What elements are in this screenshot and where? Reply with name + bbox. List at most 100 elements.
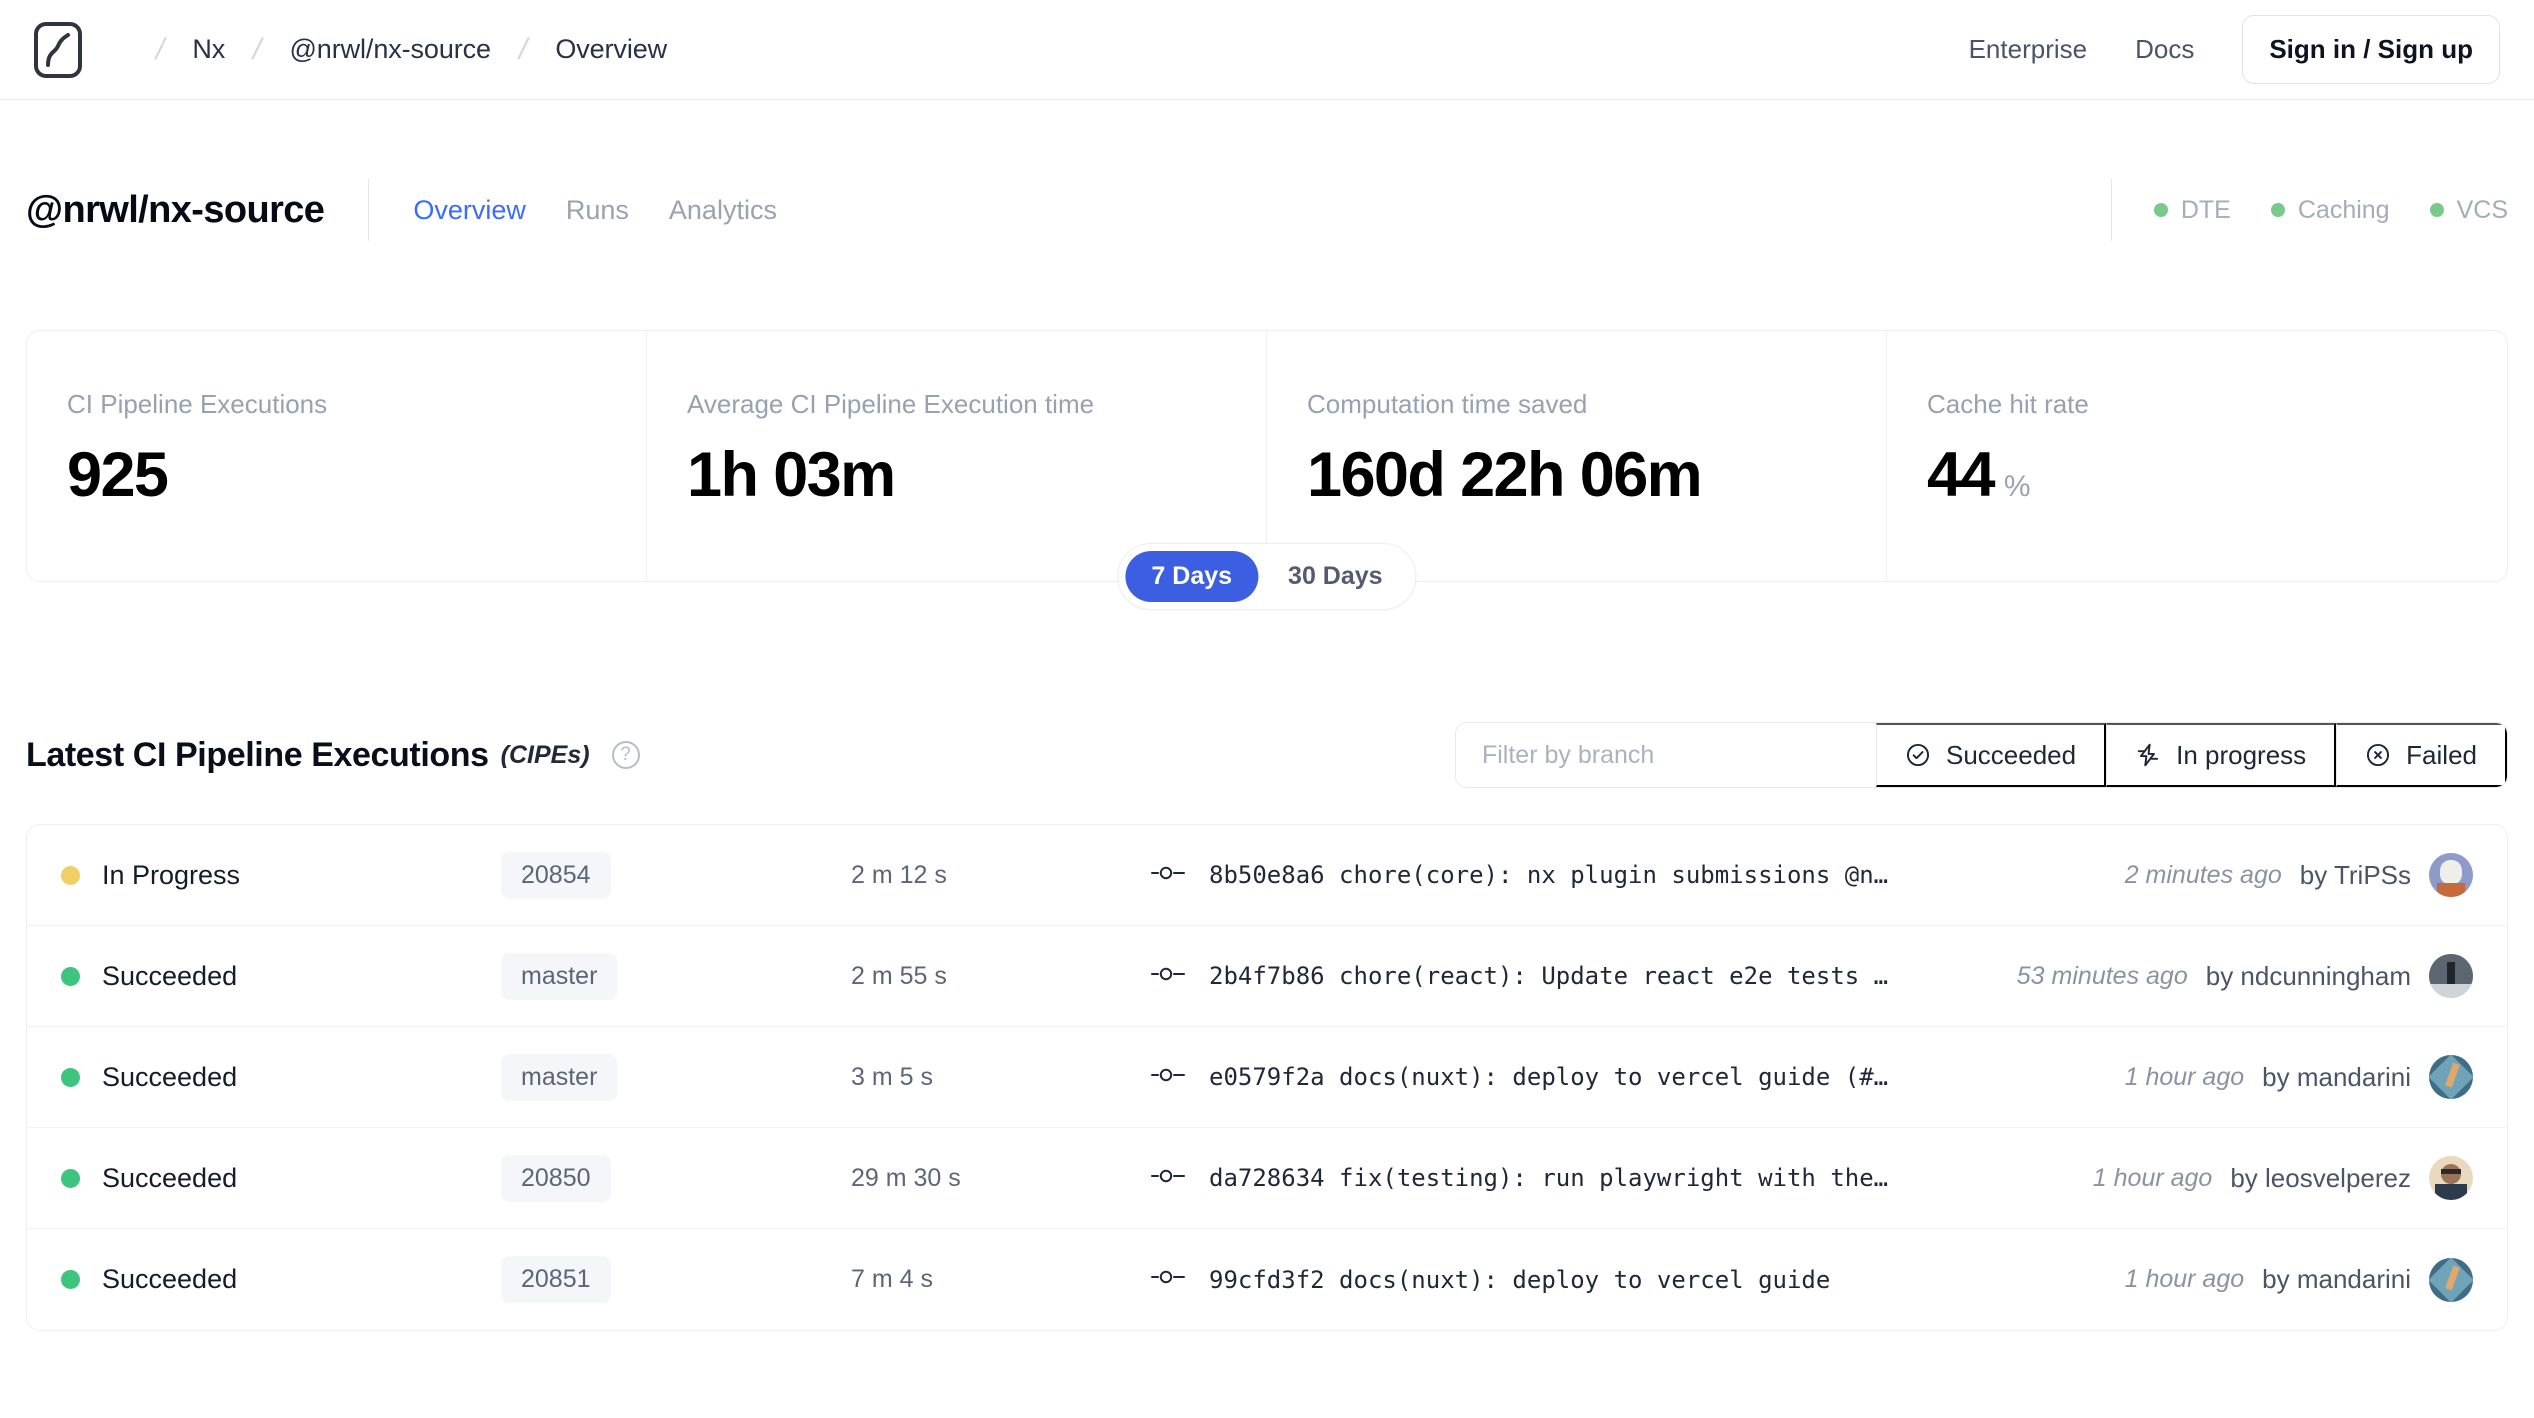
tab-overview[interactable]: Overview — [413, 194, 526, 225]
status-badge-caching[interactable]: Caching — [2270, 195, 2390, 225]
header-divider — [368, 179, 370, 241]
status-label: In Progress — [102, 859, 241, 890]
avatar[interactable] — [2429, 853, 2473, 897]
cipe-subtitle: (CIPEs) — [500, 740, 590, 769]
branch-chip[interactable]: 20854 — [501, 851, 611, 899]
cipe-table: In Progress 20854 2 m 12 s 8b50e8a6 chor… — [26, 824, 2508, 1331]
commit-message[interactable]: 2b4f7b86 chore(react): Update react e2e … — [1209, 962, 1889, 990]
table-row[interactable]: Succeeded master 3 m 5 s e0579f2a docs(n… — [27, 1027, 2507, 1128]
stat-label: Average CI Pipeline Execution time — [687, 389, 1095, 419]
branch-chip[interactable]: master — [501, 1053, 618, 1101]
row-status: Succeeded — [61, 1062, 501, 1093]
commit-message[interactable]: 99cfd3f2 docs(nuxt): deploy to vercel gu… — [1209, 1265, 1831, 1294]
range-option-30-days[interactable]: 30 Days — [1262, 551, 1409, 602]
page-title: @nrwl/nx-source — [26, 188, 325, 231]
author-label: by TriPSs — [2299, 859, 2411, 890]
author-label: by ndcunningham — [2205, 960, 2411, 991]
commit-node-icon — [1151, 966, 1185, 987]
commit-node-icon — [1151, 1168, 1185, 1189]
status-badge-label: Caching — [2297, 195, 2390, 224]
filter-label: In progress — [2176, 739, 2307, 770]
nav-link-enterprise[interactable]: Enterprise — [1968, 34, 2088, 64]
top-navigation-bar: / Nx / @nrwl/nx-source / Overview Enterp… — [0, 0, 2534, 100]
status-dot-icon — [2153, 203, 2168, 217]
commit-message[interactable]: 8b50e8a6 chore(core): nx plugin submissi… — [1209, 861, 1889, 889]
stat-card-average-execution-time: Average CI Pipeline Execution time 1h 03… — [647, 331, 1267, 581]
stat-label: Cache hit rate — [1927, 389, 2089, 419]
table-row[interactable]: Succeeded 20850 29 m 30 s da728634 fix(t… — [27, 1128, 2507, 1229]
avatar[interactable] — [2429, 954, 2473, 998]
row-status: Succeeded — [61, 1163, 501, 1194]
sign-in-sign-up-button[interactable]: Sign in / Sign up — [2242, 15, 2500, 84]
commit-node-icon — [1151, 865, 1185, 886]
commit-message[interactable]: da728634 fix(testing): run playwright wi… — [1209, 1164, 1889, 1192]
relative-time: 53 minutes ago — [2016, 961, 2188, 990]
breadcrumb-item-nx[interactable]: Nx — [192, 34, 226, 64]
commit-node-icon — [1151, 1269, 1185, 1290]
status-dot-icon — [61, 1270, 80, 1289]
breadcrumb-item-workspace[interactable]: @nrwl/nx-source — [289, 34, 492, 64]
help-circle-icon[interactable]: ? — [611, 741, 640, 769]
status-badge-dte[interactable]: DTE — [2153, 195, 2231, 225]
row-branch: 20851 — [501, 1256, 851, 1303]
stat-value: 1h 03m — [687, 442, 1226, 508]
status-label: Succeeded — [102, 1162, 238, 1193]
avatar[interactable] — [2429, 1257, 2473, 1302]
stat-value: 44% — [1927, 442, 2467, 508]
stat-value: 925 — [67, 442, 606, 508]
status-dot-icon — [61, 865, 80, 885]
relative-time: 1 hour ago — [2092, 1163, 2213, 1192]
row-meta: 1 hour ago by mandarini — [2125, 1055, 2473, 1099]
x-circle-icon — [2365, 742, 2391, 768]
status-badge-label: DTE — [2180, 195, 2231, 224]
table-row[interactable]: Succeeded 20851 7 m 4 s 99cfd3f2 docs(nu… — [27, 1229, 2507, 1330]
cipe-filter-bar: Succeeded In progress Failed — [1454, 722, 2508, 788]
stat-value: 160d 22h 06m — [1307, 442, 1846, 508]
row-duration: 2 m 12 s — [851, 860, 947, 889]
row-duration: 29 m 30 s — [851, 1163, 961, 1192]
top-navigation-actions: Enterprise Docs Sign in / Sign up — [1969, 15, 2500, 84]
stats-section: CI Pipeline Executions 925 Average CI Pi… — [0, 330, 2534, 610]
lightning-icon — [2135, 742, 2161, 768]
branch-chip[interactable]: 20851 — [501, 1256, 611, 1303]
table-row[interactable]: In Progress 20854 2 m 12 s 8b50e8a6 chor… — [27, 825, 2507, 926]
commit-node-icon — [1151, 1067, 1185, 1088]
status-dot-icon — [2270, 203, 2285, 217]
stat-value-number: 925 — [67, 440, 169, 510]
row-commit: e0579f2a docs(nuxt): deploy to vercel gu… — [1151, 1063, 2125, 1091]
tab-analytics[interactable]: Analytics — [668, 194, 777, 225]
tab-runs[interactable]: Runs — [565, 194, 629, 225]
stat-value-unit: % — [2003, 470, 2031, 503]
status-badge-vcs[interactable]: VCS — [2429, 196, 2508, 225]
nav-link-docs[interactable]: Docs — [2135, 34, 2195, 64]
avatar[interactable] — [2429, 1055, 2473, 1099]
stat-value-number: 44 — [1927, 440, 1995, 510]
range-option-7-days[interactable]: 7 Days — [1125, 551, 1259, 602]
avatar[interactable] — [2429, 1156, 2473, 1200]
filter-button-succeeded[interactable]: Succeeded — [1875, 723, 2107, 787]
check-circle-icon — [1905, 742, 1931, 768]
relative-time: 1 hour ago — [2124, 1265, 2245, 1293]
commit-message[interactable]: e0579f2a docs(nuxt): deploy to vercel gu… — [1209, 1063, 1889, 1091]
row-duration: 7 m 4 s — [851, 1265, 933, 1293]
row-branch: master — [501, 952, 851, 1000]
branch-chip[interactable]: master — [501, 952, 618, 1000]
branch-chip[interactable]: 20850 — [501, 1154, 611, 1202]
stat-label: Computation time saved — [1307, 389, 1588, 419]
filter-button-in-progress[interactable]: In progress — [2106, 723, 2337, 787]
filter-button-failed[interactable]: Failed — [2336, 723, 2507, 787]
row-meta: 1 hour ago by leosvelperez — [2093, 1156, 2473, 1200]
stat-label: CI Pipeline Executions — [67, 389, 328, 419]
row-meta: 53 minutes ago by ndcunningham — [2017, 954, 2473, 998]
breadcrumb-separator: / — [515, 32, 531, 66]
branch-filter-input[interactable] — [1455, 723, 1876, 787]
table-row[interactable]: Succeeded master 2 m 55 s 2b4f7b86 chore… — [27, 926, 2507, 1027]
row-branch: 20850 — [501, 1154, 851, 1202]
author-label: by mandarini — [2262, 1264, 2411, 1294]
nx-logo-icon[interactable] — [34, 21, 82, 78]
row-branch: 20854 — [501, 851, 851, 899]
stats-card-group: CI Pipeline Executions 925 Average CI Pi… — [26, 330, 2508, 582]
status-label: Succeeded — [102, 1264, 238, 1294]
breadcrumb-item-overview[interactable]: Overview — [555, 34, 668, 64]
status-dot-icon — [61, 966, 80, 986]
